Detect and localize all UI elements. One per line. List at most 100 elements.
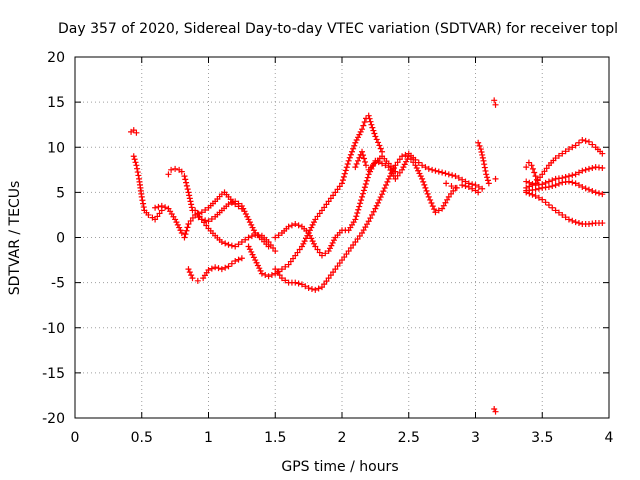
data-point [323,278,330,285]
data-point [355,134,362,141]
data-point [238,202,245,209]
data-point [162,204,169,211]
data-point [177,227,184,234]
data-point [552,182,559,189]
data-point [420,178,427,185]
x-tick-labels: 0 0.5 1 1.5 2 2.5 3 3.5 4 [71,430,614,446]
data-point [371,130,378,137]
data-point [572,171,579,178]
x-tick-label: 3.5 [531,430,553,446]
data-point [321,281,328,288]
data-point [295,222,302,229]
data-point [537,174,544,181]
data-point [222,240,229,247]
data-point [552,155,559,162]
data-point [356,203,363,210]
data-point [575,139,582,146]
data-point [572,180,579,187]
data-point [262,271,269,278]
data-point [282,263,289,270]
y-tick-labels: 20 15 10 5 0 -5 -10 -15 -20 [42,50,65,427]
data-point [314,213,321,220]
data-point [427,196,434,203]
data-point [481,164,488,171]
data-point [183,227,190,234]
data-point [549,183,556,190]
data-point [589,165,596,172]
data-point [343,251,350,258]
data-point [130,127,137,134]
data-point [131,156,138,163]
data-point [347,245,354,252]
data-point [330,237,337,244]
data-point [529,165,536,172]
data-point [363,177,370,184]
data-point [302,235,309,242]
data-point [399,166,406,173]
data-point [373,136,380,143]
data-point [295,280,302,287]
data-point [480,157,487,164]
data-point [439,169,446,176]
data-point [198,209,205,216]
data-point [534,177,541,184]
data-point [376,196,383,203]
data-point [472,182,479,189]
data-point [235,241,242,248]
data-point [330,269,337,276]
data-point [351,142,358,149]
data-point [308,224,315,231]
data-point [375,139,382,146]
data-point [265,273,272,280]
data-point [155,203,162,210]
data-point [361,184,368,191]
data-point [355,206,362,213]
data-point [462,183,469,190]
data-point [358,197,365,204]
data-point [531,169,538,176]
data-point [252,257,259,264]
data-point [425,193,432,200]
data-point [242,211,249,218]
data-point [308,285,315,292]
data-point [158,202,165,209]
data-point [429,203,436,210]
data-point [552,207,559,214]
data-point [481,161,488,168]
data-point [575,182,582,189]
data-point [181,234,188,241]
data-point [453,184,460,191]
data-point [357,128,364,135]
data-point [465,183,472,190]
data-point [535,185,542,192]
data-point [326,245,333,252]
data-point [479,154,486,161]
data-point [492,408,499,415]
data-point [201,219,208,226]
data-point [198,216,205,223]
data-point [250,254,257,261]
data-point [325,248,332,255]
data-point [491,405,498,412]
data-point [384,178,391,185]
data-point [382,162,389,169]
data-point [565,173,572,180]
data-point [189,214,196,221]
data-point [312,216,319,223]
data-point [492,101,499,108]
data-point [188,201,195,208]
data-point [352,164,359,171]
data-point [364,174,371,181]
data-point [298,281,305,288]
data-point [245,243,252,250]
data-point [241,208,248,215]
data-point [423,187,430,194]
data-point [225,263,232,270]
data-point [363,162,370,169]
data-point [318,252,325,259]
data-point [392,175,399,182]
data-point [186,269,193,276]
data-point [392,162,399,169]
data-point [296,246,303,253]
